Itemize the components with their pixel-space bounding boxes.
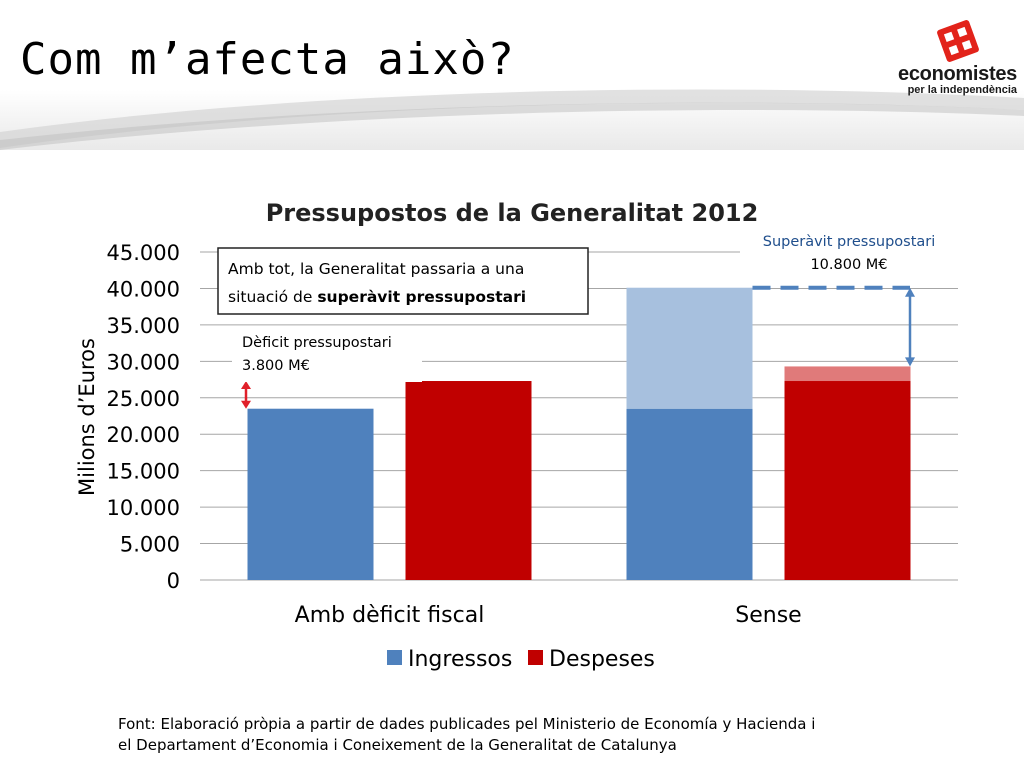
legend-label-ingressos: Ingressos (408, 647, 512, 672)
deficit-arrow-head-down (241, 400, 251, 409)
brand-logo: economistes per la independència (895, 18, 1017, 100)
bar-ingressos-1 (247, 408, 374, 580)
callout-line-1: Amb tot, la Generalitat passaria a una (228, 260, 524, 278)
y-tick-label: 40.000 (107, 277, 180, 301)
y-tick-label: 15.000 (107, 460, 180, 484)
y-axis-label: Milions d’Euros (75, 338, 99, 496)
bar-ingressos-2 (626, 408, 753, 580)
legend: Ingressos Despeses (387, 647, 655, 672)
legend-label-despeses: Despeses (549, 647, 655, 672)
y-tick-label: 5.000 (120, 533, 180, 557)
callout-box: Amb tot, la Generalitat passaria a una s… (217, 247, 589, 315)
source-line-1: Font: Elaboració pròpia a partir de dade… (118, 715, 816, 733)
surplus-label-line-2: 10.800 M€ (810, 257, 887, 273)
y-tick-label: 30.000 (107, 350, 180, 374)
bar-despeses-1 (405, 381, 532, 580)
y-tick-label: 0 (167, 569, 180, 593)
surplus-arrow-head-down (905, 357, 915, 367)
deficit-label: Dèficit pressupostari 3.800 M€ (232, 326, 422, 382)
logo-wordmark: economistes (898, 63, 1017, 85)
deficit-label-line-1: Dèficit pressupostari (242, 335, 392, 351)
chart-title: Pressupostos de la Generalitat 2012 (266, 199, 759, 227)
source-note: Font: Elaboració pròpia a partir de dade… (118, 714, 918, 756)
deficit-arrow-head-up (241, 381, 251, 390)
header-swoosh (0, 89, 1024, 150)
surplus-arrow-head-up (905, 287, 915, 297)
bar-despeses-2 (784, 381, 911, 580)
economistes-logo-icon (937, 20, 979, 62)
bar-extra-2 (784, 366, 911, 382)
x-tick-label: Sense (735, 603, 801, 628)
y-axis-ticks: 0 5.000 10.000 15.000 20.000 25.000 30.000 35.0… (107, 241, 180, 593)
y-tick-label: 25.000 (107, 387, 180, 411)
y-tick-label: 35.000 (107, 314, 180, 338)
legend-swatch-ingressos (387, 650, 402, 665)
y-tick-label: 45.000 (107, 241, 180, 265)
surplus-label-line-1: Superàvit pressupostari (763, 234, 936, 250)
x-tick-label: Amb dèficit fiscal (295, 603, 485, 628)
legend-swatch-despeses (528, 650, 543, 665)
y-tick-label: 20.000 (107, 423, 180, 447)
callout-line-2-prefix: situació de (228, 288, 317, 306)
y-tick-label: 10.000 (107, 496, 180, 520)
surplus-label: Superàvit pressupostari 10.800 M€ (740, 226, 958, 282)
deficit-label-line-2: 3.800 M€ (242, 358, 310, 374)
bar-extra-1 (626, 287, 753, 409)
callout-line-2: situació de superàvit pressupostari (228, 288, 526, 306)
callout-line-2-bold: superàvit pressupostari (317, 288, 526, 306)
slide-title: Com m’afecta això? (20, 34, 515, 85)
bars (247, 287, 911, 580)
source-line-2: el Departament d’Economia i Coneixement … (118, 736, 677, 754)
budget-chart: Pressupostos de la Generalitat 2012 Mili… (75, 199, 958, 672)
x-axis-labels: Amb dèficit fiscal Sense (295, 603, 802, 628)
logo-tagline: per la independència (907, 84, 1017, 96)
